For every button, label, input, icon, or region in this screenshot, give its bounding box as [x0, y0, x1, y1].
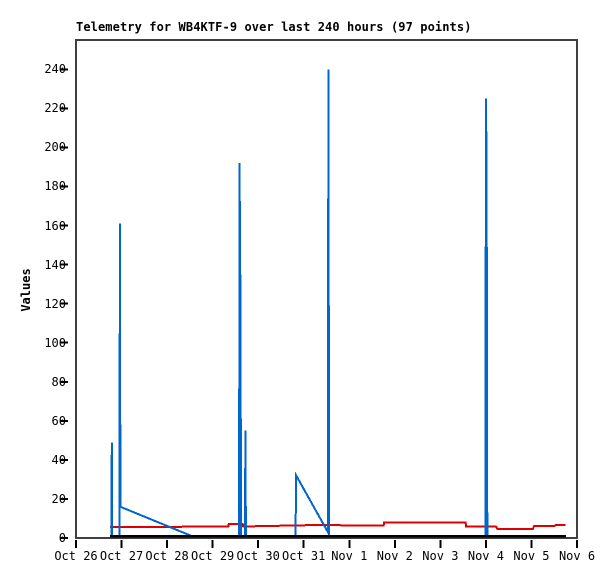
x-tick-label: Nov 1	[331, 549, 368, 563]
y-tick-label: 60	[51, 413, 66, 428]
x-tick-label: Nov 5	[513, 549, 550, 563]
x-tick-label: Oct 31	[282, 549, 326, 563]
chart-title: Telemetry for WB4KTF-9 over last 240 hou…	[76, 20, 472, 34]
y-tick-label: 120	[44, 296, 66, 311]
x-tick-label: Oct 30	[236, 549, 280, 563]
plot-border	[75, 39, 578, 539]
y-tick-label: 80	[51, 374, 66, 389]
series-secondary-red	[110, 521, 566, 530]
y-tick-label: 100	[44, 335, 66, 350]
y-tick-label: 240	[44, 62, 66, 77]
y-tick-label: 140	[44, 257, 66, 272]
y-tick-label: 20	[51, 491, 66, 506]
x-tick-label: Nov 3	[422, 549, 459, 563]
y-tick-label: 0	[58, 531, 66, 545]
x-tick-label: Nov 2	[376, 549, 413, 563]
x-tick-label: Oct 27	[99, 549, 144, 563]
y-tick-label: 200	[44, 140, 66, 155]
series-telemetry-values-blue	[110, 69, 566, 538]
y-tick-label: 40	[51, 452, 66, 467]
x-tick-label: Oct 26	[54, 549, 98, 563]
x-tick-label: Oct 29	[190, 549, 235, 563]
y-tick-label: 220	[44, 101, 66, 116]
x-tick-label: Nov 6	[558, 549, 596, 563]
y-tick-label: 180	[44, 179, 66, 194]
x-tick-label: Nov 4	[467, 549, 504, 563]
x-tick-label: Oct 28	[145, 549, 189, 563]
y-tick-label: 160	[44, 218, 66, 233]
